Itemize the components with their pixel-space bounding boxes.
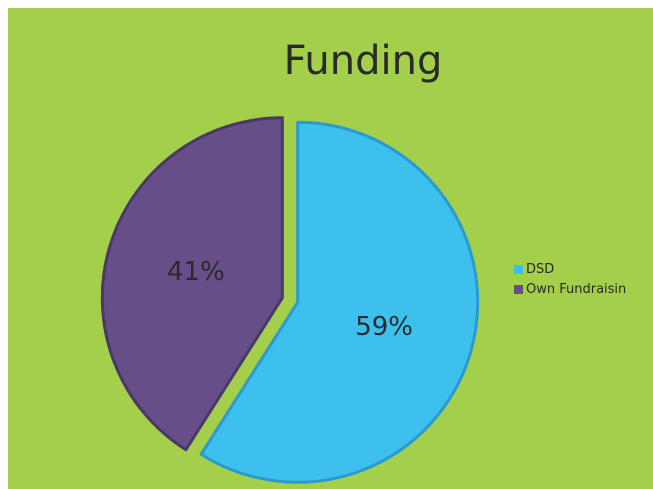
legend-item-dsd: DSD xyxy=(514,259,626,279)
slice-label-dsd: 59% xyxy=(355,312,413,342)
legend-swatch-dsd xyxy=(514,264,523,274)
legend-label-dsd: DSD xyxy=(526,261,555,277)
legend-label-own-fundraising: Own Fundraisin xyxy=(526,281,627,297)
pie-slice-dsd xyxy=(199,120,480,484)
chart-legend: DSD Own Fundraisin xyxy=(514,259,626,299)
legend-swatch-own-fundraising xyxy=(514,284,523,294)
chart-title: Funding xyxy=(283,38,443,84)
legend-item-own-fundraising: Own Fundraisin xyxy=(514,279,626,299)
pie-slice-own-fundraising xyxy=(100,116,284,452)
slice-label-own-fundraising: 41% xyxy=(167,257,225,287)
